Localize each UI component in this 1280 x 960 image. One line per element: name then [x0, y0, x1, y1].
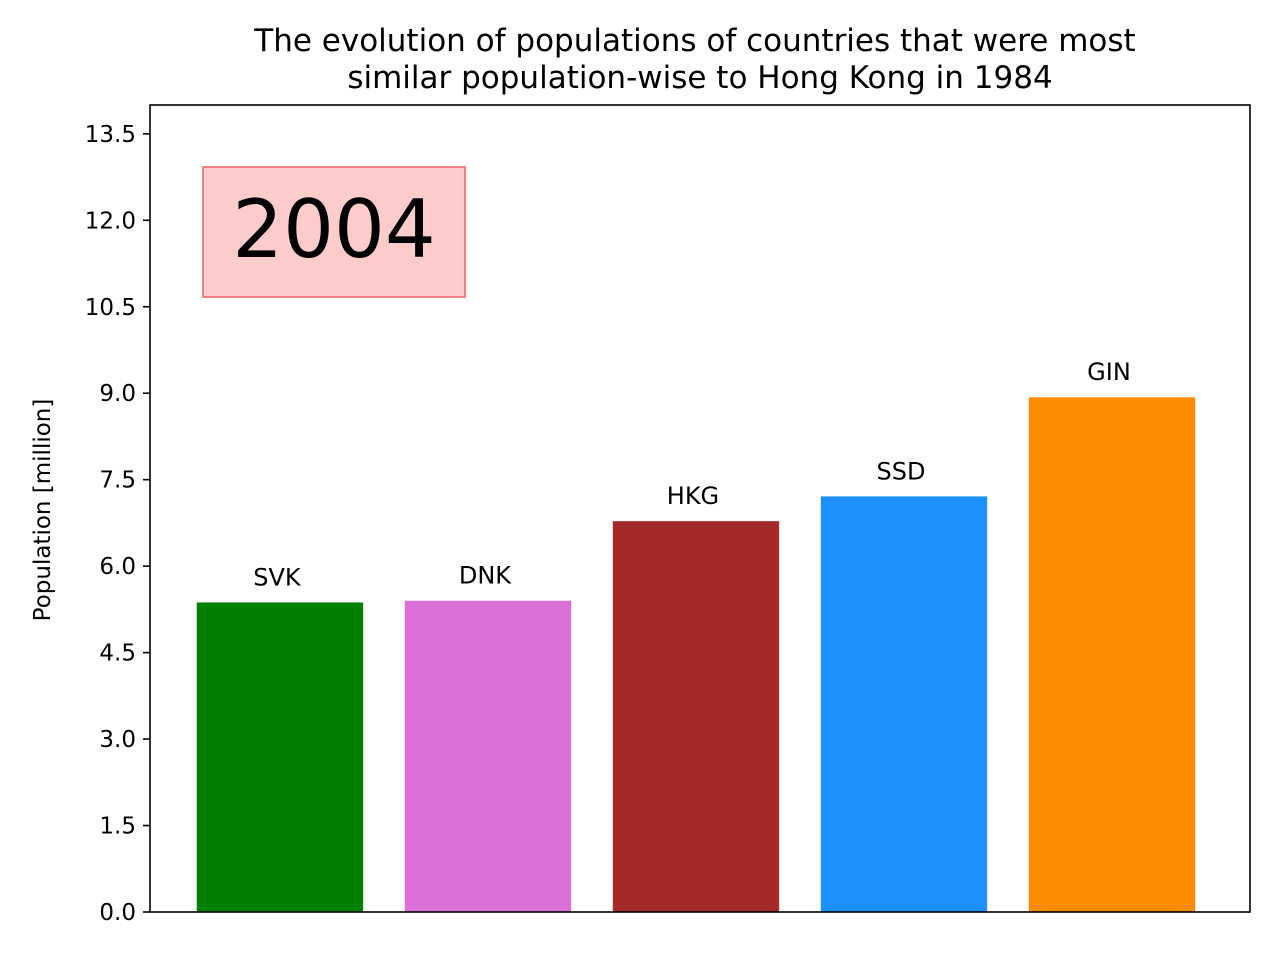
y-tick-label: 3.0 — [99, 727, 136, 753]
y-tick-label: 4.5 — [99, 641, 136, 667]
y-tick-label: 13.5 — [85, 122, 136, 148]
bar-label-dnk: DNK — [459, 562, 512, 590]
y-tick-label: 12.0 — [85, 208, 136, 234]
y-tick-label: 1.5 — [99, 814, 136, 840]
year-annotation: 2004 — [202, 166, 466, 298]
y-tick-label: 9.0 — [99, 381, 136, 407]
y-tick-label: 7.5 — [99, 468, 136, 494]
y-axis-label: Population [million] — [30, 399, 56, 622]
year-box — [202, 166, 466, 298]
year-label: 2004 — [232, 183, 436, 276]
chart-title-line-1: The evolution of populations of countrie… — [253, 23, 1135, 59]
y-axis-ticks: 0.0 1.5 3.0 4.5 6.0 7.5 9.0 10.5 12.0 13.5 — [85, 122, 150, 926]
y-tick-label: 6.0 — [99, 554, 136, 580]
chart-title: The evolution of populations of countrie… — [253, 23, 1135, 96]
y-tick-label: 10.5 — [85, 295, 136, 321]
bar-label-ssd: SSD — [877, 457, 926, 485]
bar-gin — [1028, 397, 1196, 913]
bar-dnk — [404, 600, 572, 912]
bar-label-hkg: HKG — [667, 482, 719, 510]
bar-labels-group: SVK DNK HKG SSD GIN — [253, 358, 1131, 591]
y-tick-label: 0.0 — [99, 900, 136, 926]
bar-label-gin: GIN — [1087, 358, 1131, 386]
bar-label-svk: SVK — [253, 563, 302, 591]
bar-hkg — [612, 521, 780, 912]
chart-title-line-2: similar population-wise to Hong Kong in … — [347, 60, 1052, 96]
bar-ssd — [820, 496, 988, 912]
bars-group — [196, 397, 1196, 913]
plot-frame — [149, 104, 1251, 913]
bar-svk — [196, 602, 364, 912]
